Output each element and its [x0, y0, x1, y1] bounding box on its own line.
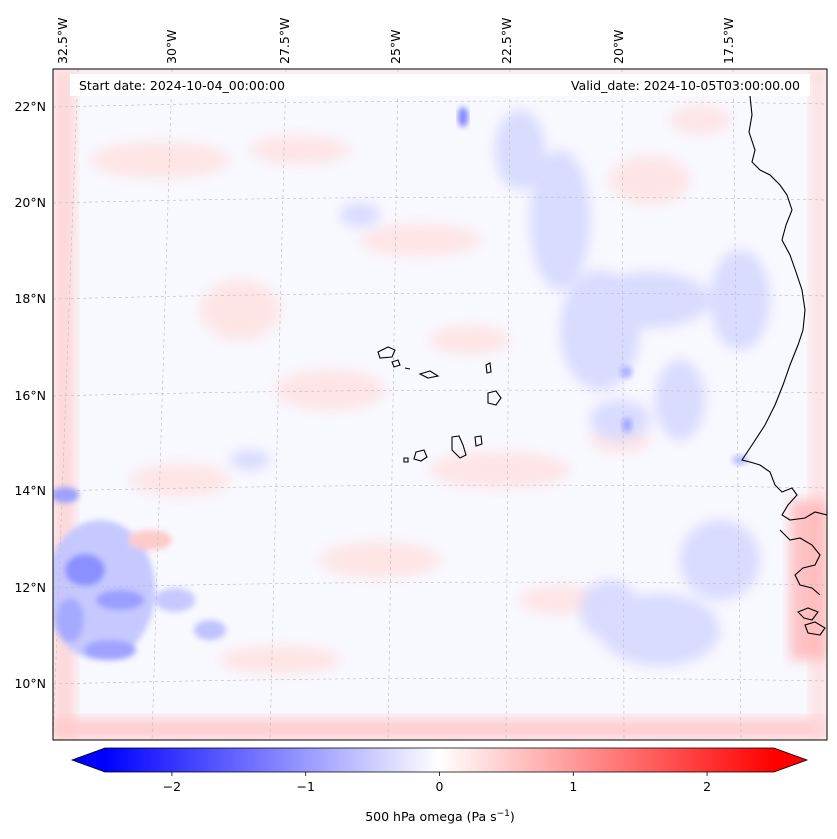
colorbar-tick-label: 0 [436, 779, 444, 794]
start-date-label: Start date: 2024-10-04_00:00:00 [79, 78, 285, 93]
map-area[interactable] [45, 68, 828, 741]
colorbar-gradient [105, 748, 774, 772]
lon-label: 27.5°W [277, 18, 292, 64]
lat-label: 18°N [14, 291, 46, 306]
sao-vicente-island [391, 359, 401, 368]
map-frame [52, 68, 828, 741]
colorbar-tick-label: −1 [296, 779, 314, 794]
colorbar-outline [70, 747, 809, 773]
lon-label: 32.5°W [55, 18, 70, 64]
longitude-labels: 32.5°W 30°W 27.5°W 25°W 22.5°W 20°W 17.5… [55, 18, 736, 64]
graticule [53, 69, 827, 740]
lon-label: 17.5°W [721, 18, 736, 64]
santa-luzia-island [404, 367, 411, 370]
valid-date-label: Valid_date: 2024-10-05T03:00:00.00 [571, 78, 800, 93]
santo-antao-island [377, 346, 396, 359]
brava-island [403, 457, 409, 463]
colorbar-max-extend [774, 748, 807, 772]
header-bar [70, 74, 810, 96]
lat-label: 14°N [14, 483, 46, 498]
lat-label: 16°N [14, 388, 46, 403]
santiago-island [451, 435, 467, 459]
lat-label: 10°N [14, 676, 46, 691]
colorbar-tick-label: 2 [703, 779, 711, 794]
lat-label: 12°N [14, 580, 46, 595]
colorbar-ticks: −2 −1 0 1 2 [163, 772, 711, 794]
colorbar-tick-label: −2 [163, 779, 181, 794]
fogo-island [413, 449, 428, 462]
maio-island [474, 435, 483, 447]
sao-nicolau-island [418, 370, 440, 379]
lon-label: 30°W [164, 29, 179, 64]
colorbar-min-extend [72, 748, 105, 772]
sal-island [485, 362, 492, 374]
colorbar-tick-label: 1 [569, 779, 577, 794]
latitude-labels: 22°N 20°N 18°N 16°N 14°N 12°N 10°N [14, 99, 46, 691]
lon-label: 25°W [388, 29, 403, 64]
lat-label: 20°N [14, 195, 46, 210]
lon-label: 20°W [611, 29, 626, 64]
lat-label: 22°N [14, 99, 46, 114]
colorbar-label: 500 hPa omega (Pa s−1) [365, 809, 515, 824]
boa-vista-island [487, 390, 502, 406]
coastlines [377, 95, 827, 636]
africa-coastline [741, 95, 827, 636]
colorbar: −2 −1 0 1 2 500 hPa omega (Pa s−1) [70, 747, 809, 824]
lon-label: 22.5°W [499, 18, 514, 64]
